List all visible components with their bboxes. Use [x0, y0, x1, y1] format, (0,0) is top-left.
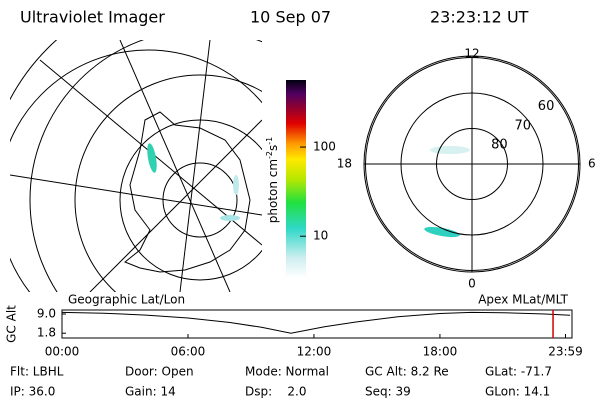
x-tick-label: 00:00	[45, 345, 80, 359]
status-field: GLon: 14.1	[485, 385, 550, 399]
lat-label: 70	[514, 118, 531, 133]
unit-part: s	[266, 145, 280, 151]
x-tick-label: 18:00	[423, 345, 458, 359]
status-field: IP: 36.0	[10, 385, 55, 399]
instrument: Ultraviolet Imager	[20, 8, 165, 27]
altitude-curve	[61, 311, 571, 334]
lat-ring	[436, 128, 508, 200]
unit-part: -1	[265, 137, 274, 145]
status-field: GC Alt: 8.2 Re	[365, 365, 449, 379]
y-axis-label: GC Alt	[5, 305, 19, 343]
status-field: Seq: 39	[365, 385, 411, 399]
x-tick-label: 12:00	[297, 345, 332, 359]
status-field: Dsp: 2.0	[245, 385, 307, 399]
left-title: Geographic Lat/Lon	[68, 293, 185, 307]
y-tick-label: 1.8	[37, 326, 56, 340]
altitude-plot: Geographic Lat/Lon Apex MLat/MLT GC Alt 9.0…	[5, 293, 583, 359]
mlt-label: 6	[588, 157, 596, 171]
colorbar-axis: 10 100	[300, 140, 336, 243]
date: 10 Sep 07	[250, 8, 331, 27]
mlt-label: 0	[468, 277, 476, 291]
lat-ring	[400, 92, 544, 236]
geographic-map	[10, 40, 262, 292]
status-field: Mode: Normal	[245, 365, 329, 379]
status-field: Gain: 14	[125, 385, 176, 399]
colorbar-tick-label: 10	[313, 229, 328, 243]
status-footer: Flt: LBHL Door: Open Mode: Normal GC Alt: 8…	[10, 365, 552, 399]
colorbar-unit: photon cm-2s-1	[265, 137, 280, 224]
mlt-label: 12	[464, 47, 479, 61]
time: 23:23:12 UT	[430, 8, 529, 27]
status-field: GLat: -71.7	[485, 365, 552, 379]
unit-part: photon cm	[266, 159, 280, 223]
y-tick-label: 9.0	[37, 307, 56, 321]
x-tick-label: 23:59	[548, 345, 583, 359]
mlt-label: 18	[337, 157, 352, 171]
x-tick-label: 06:00	[171, 345, 206, 359]
unit-part: -2	[265, 151, 274, 159]
lat-label: 80	[491, 137, 508, 152]
lat-label: 60	[538, 99, 555, 114]
status-field: Flt: LBHL	[10, 365, 64, 379]
colorbar	[286, 80, 306, 278]
lat-ring	[365, 57, 579, 271]
colorbar-tick-label: 100	[313, 140, 336, 154]
status-field: Door: Open	[125, 365, 194, 379]
right-title: Apex MLat/MLT	[478, 293, 568, 307]
